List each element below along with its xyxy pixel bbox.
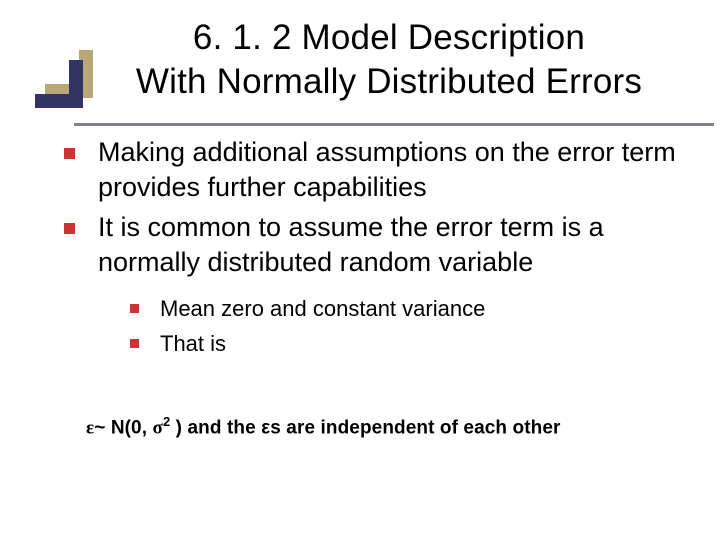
- dist-text: N(0,: [111, 417, 147, 438]
- slide: 6. 1. 2 Model Description With Normally …: [0, 0, 720, 540]
- title-underline: [74, 123, 714, 126]
- sub-bullet-list: Mean zero and constant variance That is: [124, 295, 700, 358]
- equation: ε~ N(0, σ2 ) and the εs are independent …: [86, 414, 698, 439]
- bullet-icon: [130, 339, 139, 348]
- list-item: Mean zero and constant variance: [124, 295, 700, 324]
- bullet-icon: [64, 223, 75, 234]
- sub-bullet-text: Mean zero and constant variance: [160, 295, 700, 324]
- slide-title: 6. 1. 2 Model Description With Normally …: [74, 16, 704, 104]
- title-line-1: 6. 1. 2 Model Description: [74, 16, 704, 60]
- bullet-list: Making additional assumptions on the err…: [50, 135, 700, 358]
- body-content: Making additional assumptions on the err…: [50, 135, 700, 364]
- title-line-2: With Normally Distributed Errors: [74, 60, 704, 104]
- list-item: Making additional assumptions on the err…: [50, 135, 700, 204]
- bullet-icon: [64, 148, 75, 159]
- bullet-text: Making additional assumptions on the err…: [98, 135, 700, 204]
- bullet-text: It is common to assume the error term is…: [98, 210, 700, 279]
- sigma-symbol: σ: [153, 417, 163, 438]
- sub-bullet-text: That is: [160, 330, 700, 359]
- epsilon-symbol: ε: [86, 417, 94, 438]
- list-item: That is: [124, 330, 700, 359]
- equation-tail: and the εs are independent of each other: [182, 417, 560, 438]
- list-item: It is common to assume the error term is…: [50, 210, 700, 358]
- bullet-icon: [130, 304, 139, 313]
- tilde-symbol: ~: [94, 417, 105, 438]
- exponent: 2: [163, 414, 170, 429]
